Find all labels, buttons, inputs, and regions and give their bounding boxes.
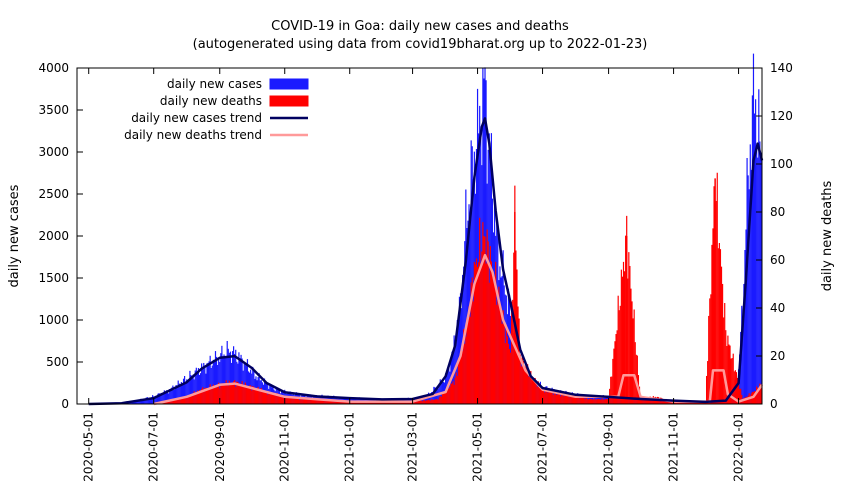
x-tick-label: 2021-05-01 xyxy=(471,412,485,482)
y2-axis-label: daily new deaths xyxy=(820,180,835,291)
x-tick-label: 2020-05-01 xyxy=(82,412,96,482)
legend-swatch xyxy=(269,95,309,107)
legend-label: daily new cases trend xyxy=(131,111,262,125)
y-tick-label: 2000 xyxy=(38,229,69,243)
x-tick-label: 2020-09-01 xyxy=(213,412,227,482)
y2-tick-label: 20 xyxy=(770,349,785,363)
y2-tick-label: 100 xyxy=(770,157,793,171)
y-tick-label: 2500 xyxy=(38,187,69,201)
axes: 0 500 1000 1500 2000 2500 3000 3500 4000 0 20 40 60 8… xyxy=(38,61,792,482)
x-tick-label: 2021-09-01 xyxy=(602,412,616,482)
y-tick-label: 4000 xyxy=(38,61,69,75)
legend-swatch xyxy=(269,78,309,90)
y-tick-label: 1000 xyxy=(38,313,69,327)
plot-area xyxy=(88,53,764,406)
y2-tick-label: 80 xyxy=(770,205,785,219)
chart-subtitle: (autogenerated using data from covid19bh… xyxy=(193,37,648,52)
legend-label: daily new cases xyxy=(167,77,262,91)
x-tick-label: 2022-01-01 xyxy=(732,412,746,482)
y2-tick-label: 60 xyxy=(770,253,785,267)
x-tick-label: 2021-11-01 xyxy=(667,412,681,482)
x-tick-label: 2021-03-01 xyxy=(406,412,420,482)
y-tick-label: 3500 xyxy=(38,103,69,117)
y2-tick-label: 0 xyxy=(770,397,778,411)
chart-title: COVID-19 in Goa: daily new cases and dea… xyxy=(271,19,569,34)
y-tick-label: 0 xyxy=(61,397,69,411)
y2-tick-label: 140 xyxy=(770,61,793,75)
y-axis-label: daily new cases xyxy=(7,184,22,287)
legend: daily new cases daily new deaths daily new… xyxy=(124,77,309,142)
deaths-trend-line xyxy=(153,253,764,406)
legend-label: daily new deaths trend xyxy=(124,128,262,142)
y-tick-label: 1500 xyxy=(38,271,69,285)
y2-tick-label: 40 xyxy=(770,301,785,315)
x-tick-label: 2020-07-01 xyxy=(147,412,161,482)
legend-label: daily new deaths xyxy=(160,94,262,108)
y2-tick-label: 120 xyxy=(770,109,793,123)
x-tick-label: 2020-11-01 xyxy=(278,412,292,482)
y-tick-label: 500 xyxy=(46,355,69,369)
x-tick-label: 2021-07-01 xyxy=(536,412,550,482)
y-tick-label: 3000 xyxy=(38,145,69,159)
cases-trend-line xyxy=(88,117,764,406)
x-tick-label: 2021-01-01 xyxy=(343,412,357,482)
